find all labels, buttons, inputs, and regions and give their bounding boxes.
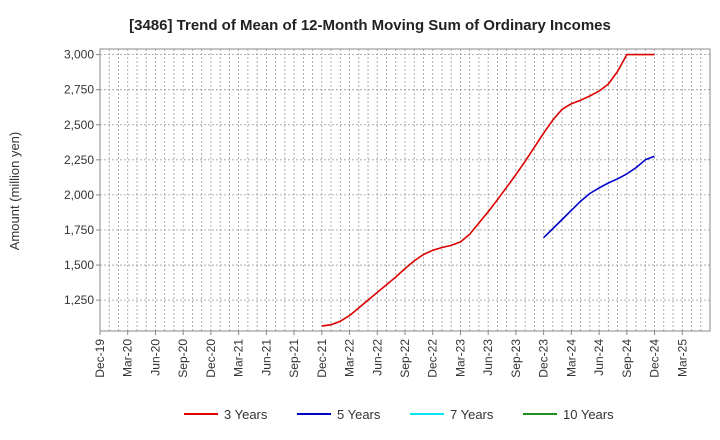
x-tick-label: Mar-22 <box>343 339 357 377</box>
x-tick-label: Mar-24 <box>564 339 578 377</box>
x-tick-label: Mar-23 <box>453 339 467 377</box>
x-tick-label: Sep-24 <box>620 339 634 378</box>
legend: 3 Years 5 Years 7 Years 10 Years <box>184 407 614 422</box>
grid <box>100 49 710 331</box>
x-tick-label: Jun-22 <box>370 339 384 376</box>
x-tick-label: Jun-21 <box>259 339 273 376</box>
x-tick-label: Dec-19 <box>93 339 107 378</box>
x-tick-label: Mar-25 <box>675 339 689 377</box>
legend-label: 7 Years <box>450 407 494 422</box>
x-tick-label: Dec-21 <box>315 339 329 378</box>
chart-title: [3486] Trend of Mean of 12-Month Moving … <box>129 17 611 34</box>
x-tick-label: Sep-20 <box>176 339 190 378</box>
legend-label: 10 Years <box>563 407 614 422</box>
x-tick-label: Jun-20 <box>148 339 162 376</box>
y-axis-ticks: 1,250 1,500 1,750 2,000 2,250 2,500 2,750 3,000 <box>64 48 100 307</box>
y-tick-label: 2,000 <box>64 188 94 202</box>
x-tick-label: Dec-23 <box>537 339 551 378</box>
y-tick-label: 1,250 <box>64 293 94 307</box>
x-tick-label: Dec-22 <box>426 339 440 378</box>
x-tick-label: Mar-21 <box>232 339 246 377</box>
x-tick-label: Mar-20 <box>121 339 135 377</box>
legend-label: 5 Years <box>337 407 381 422</box>
series-line-5-years <box>543 155 655 239</box>
series-line-3-years <box>321 53 655 327</box>
x-tick-label: Dec-24 <box>648 339 662 378</box>
y-tick-label: 3,000 <box>64 48 94 62</box>
x-axis-ticks: Dec-19 Mar-20 Jun-20 Sep-20 Dec-20 Mar-21 Jun-… <box>93 331 689 378</box>
y-tick-label: 1,750 <box>64 223 94 237</box>
y-axis-label: Amount (million yen) <box>7 132 22 251</box>
x-tick-label: Sep-23 <box>509 339 523 378</box>
plot-frame <box>99 48 711 332</box>
x-tick-label: Jun-23 <box>481 339 495 376</box>
y-tick-label: 1,500 <box>64 258 94 272</box>
y-tick-label: 2,500 <box>64 118 94 132</box>
x-tick-label: Jun-24 <box>592 339 606 376</box>
y-tick-label: 2,750 <box>64 83 94 97</box>
x-tick-label: Sep-22 <box>398 339 412 378</box>
x-tick-label: Dec-20 <box>204 339 218 378</box>
series-lines <box>321 53 655 327</box>
x-tick-label: Sep-21 <box>287 339 301 378</box>
y-tick-label: 2,250 <box>64 153 94 167</box>
legend-label: 3 Years <box>224 407 268 422</box>
